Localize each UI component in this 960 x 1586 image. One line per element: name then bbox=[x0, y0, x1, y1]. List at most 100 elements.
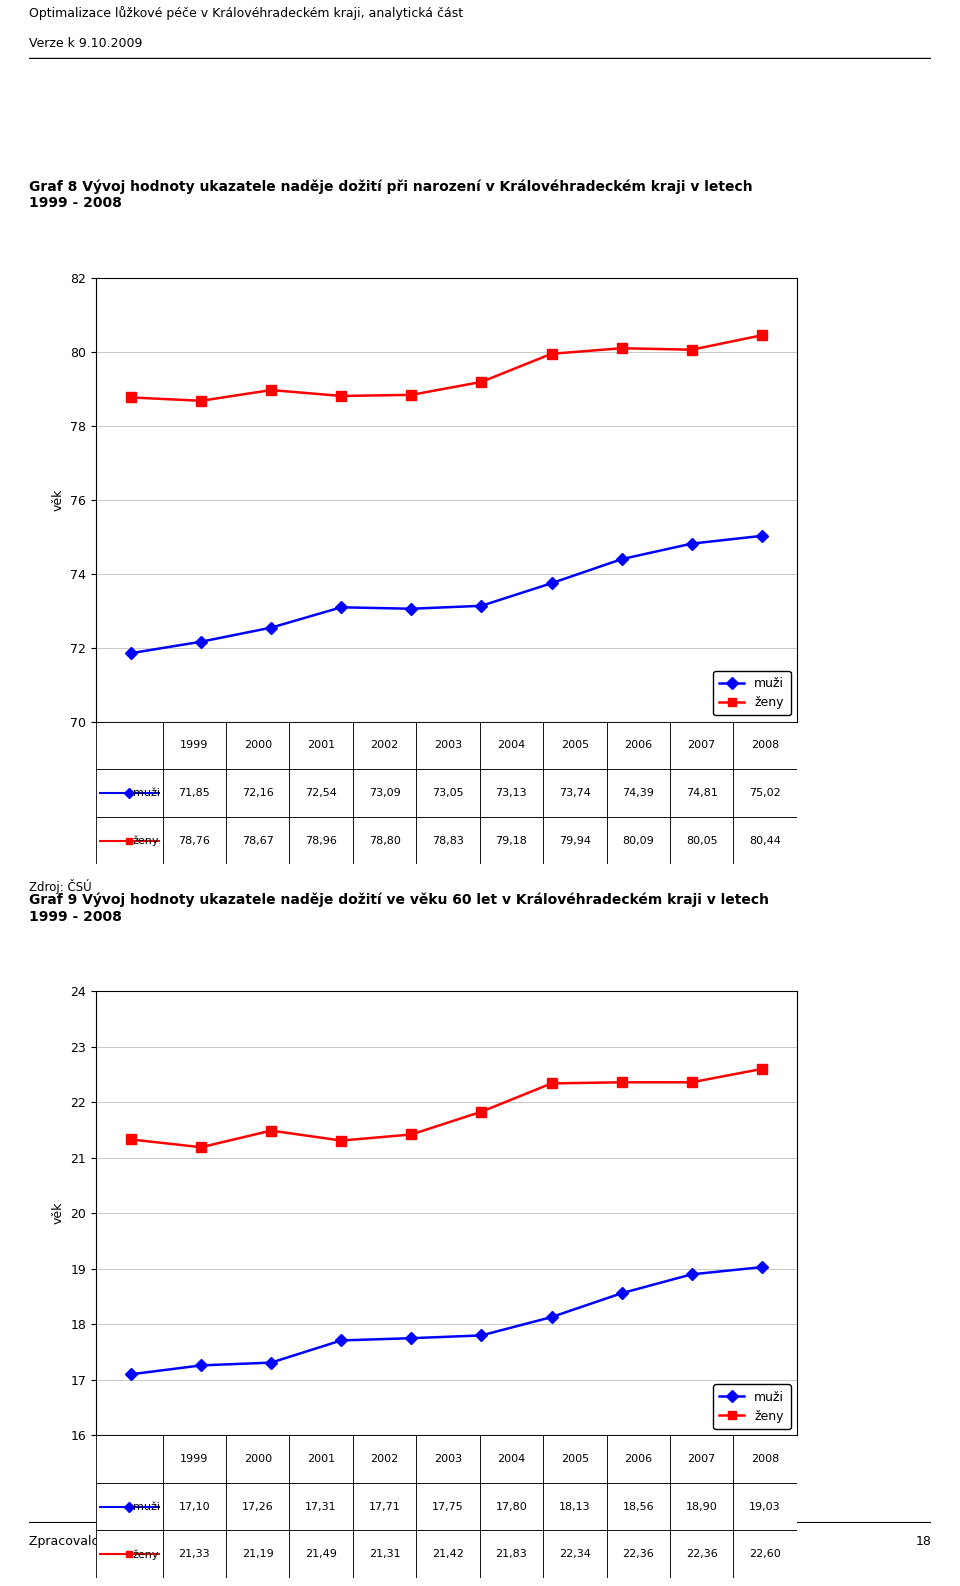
Text: 2004: 2004 bbox=[497, 741, 525, 750]
Text: 22,34: 22,34 bbox=[559, 1550, 590, 1559]
Text: 2005: 2005 bbox=[561, 1454, 588, 1464]
Text: 80,05: 80,05 bbox=[685, 836, 717, 845]
Text: ženy: ženy bbox=[132, 1550, 159, 1559]
Text: 2002: 2002 bbox=[371, 1454, 398, 1464]
Bar bbox=[543, 1483, 607, 1530]
Legend: muži, ženy: muži, ženy bbox=[713, 671, 790, 715]
Bar bbox=[733, 1435, 797, 1483]
Bar bbox=[733, 1483, 797, 1530]
Bar bbox=[543, 1530, 607, 1578]
Text: 17,31: 17,31 bbox=[305, 1502, 337, 1511]
Text: 17,10: 17,10 bbox=[179, 1502, 210, 1511]
Bar bbox=[480, 769, 543, 817]
Bar bbox=[607, 1530, 670, 1578]
Bar bbox=[670, 1435, 733, 1483]
Text: 78,76: 78,76 bbox=[179, 836, 210, 845]
Bar bbox=[162, 769, 226, 817]
Text: ženy: ženy bbox=[132, 836, 159, 845]
Text: 72,16: 72,16 bbox=[242, 788, 274, 798]
Bar bbox=[543, 817, 607, 864]
Text: 18,56: 18,56 bbox=[622, 1502, 654, 1511]
Bar bbox=[226, 1483, 289, 1530]
Text: muži: muži bbox=[132, 788, 159, 798]
Bar bbox=[543, 1435, 607, 1483]
Bar bbox=[480, 722, 543, 769]
Text: 2000: 2000 bbox=[244, 1454, 272, 1464]
Bar bbox=[607, 1435, 670, 1483]
Text: 22,60: 22,60 bbox=[749, 1550, 781, 1559]
Bar bbox=[417, 722, 480, 769]
Bar bbox=[226, 817, 289, 864]
Bar bbox=[289, 769, 353, 817]
Text: muži: muži bbox=[132, 1502, 159, 1511]
Bar bbox=[162, 1530, 226, 1578]
Text: 21,19: 21,19 bbox=[242, 1550, 274, 1559]
Bar bbox=[353, 722, 417, 769]
Text: Zdroj: ČSÚ: Zdroj: ČSÚ bbox=[29, 879, 91, 895]
Bar bbox=[733, 1530, 797, 1578]
Text: 2000: 2000 bbox=[244, 741, 272, 750]
Bar bbox=[480, 1530, 543, 1578]
Text: 18,13: 18,13 bbox=[559, 1502, 590, 1511]
Text: 73,05: 73,05 bbox=[432, 788, 464, 798]
Bar bbox=[226, 722, 289, 769]
Bar bbox=[96, 1483, 162, 1530]
Text: Optimalizace lůžkové péče v Královéhradeckém kraji, analytická část: Optimalizace lůžkové péče v Královéhrade… bbox=[29, 6, 463, 21]
Text: 17,71: 17,71 bbox=[369, 1502, 400, 1511]
Bar bbox=[289, 722, 353, 769]
Bar bbox=[417, 769, 480, 817]
Text: 21,42: 21,42 bbox=[432, 1550, 464, 1559]
Text: 2001: 2001 bbox=[307, 1454, 335, 1464]
Text: Graf 8 Vývoj hodnoty ukazatele naděje dožití při narození v Královéhradeckém kra: Graf 8 Vývoj hodnoty ukazatele naděje do… bbox=[29, 179, 753, 209]
Bar bbox=[289, 1483, 353, 1530]
Bar bbox=[733, 817, 797, 864]
Text: 78,67: 78,67 bbox=[242, 836, 274, 845]
Text: 2007: 2007 bbox=[687, 741, 716, 750]
Bar bbox=[417, 1435, 480, 1483]
Text: 79,94: 79,94 bbox=[559, 836, 590, 845]
Bar bbox=[96, 769, 162, 817]
Y-axis label: věk: věk bbox=[52, 1202, 65, 1224]
Bar bbox=[670, 1483, 733, 1530]
Text: 75,02: 75,02 bbox=[749, 788, 781, 798]
Bar bbox=[607, 722, 670, 769]
Text: 2005: 2005 bbox=[561, 741, 588, 750]
Text: 1999: 1999 bbox=[180, 1454, 208, 1464]
Bar bbox=[733, 722, 797, 769]
Text: 1999: 1999 bbox=[180, 741, 208, 750]
Text: 21,83: 21,83 bbox=[495, 1550, 527, 1559]
Bar bbox=[417, 1530, 480, 1578]
Bar bbox=[162, 722, 226, 769]
Bar bbox=[289, 1530, 353, 1578]
Bar bbox=[480, 1483, 543, 1530]
Bar bbox=[226, 769, 289, 817]
Text: 71,85: 71,85 bbox=[179, 788, 210, 798]
Text: 22,36: 22,36 bbox=[622, 1550, 654, 1559]
Bar bbox=[162, 1483, 226, 1530]
Bar bbox=[353, 769, 417, 817]
Text: 2006: 2006 bbox=[624, 1454, 652, 1464]
Bar bbox=[543, 722, 607, 769]
Bar bbox=[226, 1435, 289, 1483]
Bar bbox=[162, 817, 226, 864]
Bar bbox=[96, 722, 162, 769]
Bar bbox=[670, 722, 733, 769]
Text: 19,03: 19,03 bbox=[749, 1502, 780, 1511]
Text: 72,54: 72,54 bbox=[305, 788, 337, 798]
Text: 78,96: 78,96 bbox=[305, 836, 337, 845]
Text: Zpracovalo: Centrum EP, p.o., Hradec Králové: Zpracovalo: Centrum EP, p.o., Hradec Krá… bbox=[29, 1535, 317, 1548]
Bar bbox=[289, 1435, 353, 1483]
Text: 22,36: 22,36 bbox=[685, 1550, 717, 1559]
Text: 21,49: 21,49 bbox=[305, 1550, 337, 1559]
Text: 21,33: 21,33 bbox=[179, 1550, 210, 1559]
Bar bbox=[670, 769, 733, 817]
Bar bbox=[670, 817, 733, 864]
Text: 80,44: 80,44 bbox=[749, 836, 781, 845]
Text: 17,80: 17,80 bbox=[495, 1502, 527, 1511]
Text: 2001: 2001 bbox=[307, 741, 335, 750]
Text: 18: 18 bbox=[915, 1535, 931, 1548]
Bar bbox=[543, 769, 607, 817]
Bar bbox=[417, 817, 480, 864]
Text: Verze k 9.10.2009: Verze k 9.10.2009 bbox=[29, 36, 142, 51]
Bar bbox=[162, 1435, 226, 1483]
